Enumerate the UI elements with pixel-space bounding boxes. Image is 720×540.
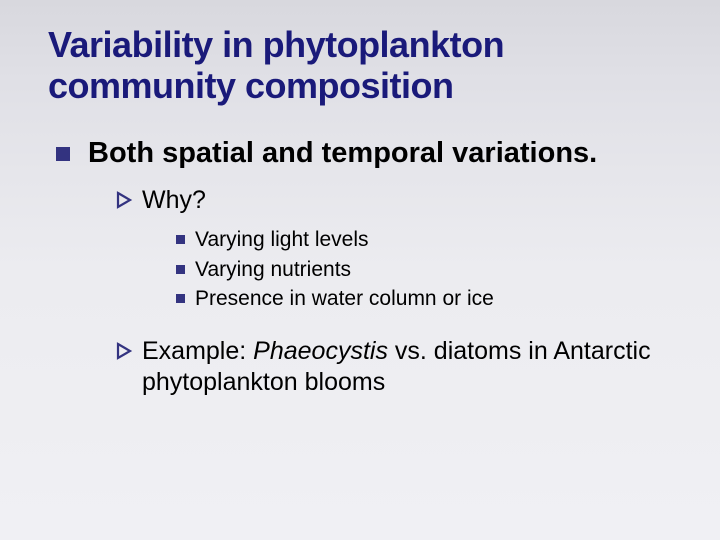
square-bullet-small-icon: [176, 235, 185, 244]
bullet-level3-item: Varying light levels: [176, 226, 680, 253]
bullet-level3-item: Presence in water column or ice: [176, 285, 680, 312]
example-text: Example: Phaeocystis vs. diatoms in Anta…: [142, 336, 680, 399]
bullet-level3-item: Varying nutrients: [176, 256, 680, 283]
bullet-level1: Both spatial and temporal variations.: [56, 135, 680, 171]
slide-title: Variability in phytoplankton community c…: [48, 24, 680, 107]
arrow-right-icon: [116, 342, 134, 360]
example-prefix: Example:: [142, 337, 253, 365]
level3-text: Presence in water column or ice: [195, 285, 494, 312]
level3-text: Varying light levels: [195, 226, 369, 253]
level3-text: Varying nutrients: [195, 256, 351, 283]
square-bullet-icon: [56, 147, 70, 161]
level1-text: Both spatial and temporal variations.: [88, 135, 597, 171]
square-bullet-small-icon: [176, 265, 185, 274]
why-label: Why?: [142, 185, 206, 216]
bullet-level2-example: Example: Phaeocystis vs. diatoms in Anta…: [116, 336, 680, 399]
square-bullet-small-icon: [176, 294, 185, 303]
arrow-right-icon: [116, 191, 134, 209]
bullet-level2-why: Why?: [116, 185, 680, 216]
example-italic: Phaeocystis: [253, 337, 388, 365]
